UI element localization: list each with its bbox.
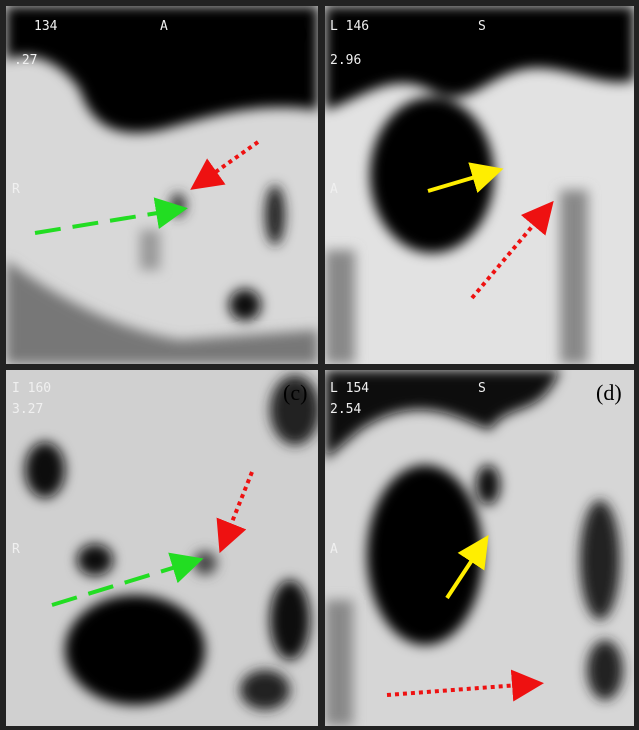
figure: 134 A .27 R (a) L 146 S 2.96 A (b) I 160… [0, 0, 639, 730]
slice-label: L 154 [330, 381, 369, 396]
panel-a [6, 6, 318, 364]
panel-b [325, 6, 634, 364]
slice-label: 134 [34, 19, 58, 34]
panel-c [6, 370, 320, 726]
scale-label: 3.27 [12, 402, 43, 417]
panel-label: (c) [283, 380, 307, 405]
panel-label: (a) [283, 20, 307, 45]
panel-label: (b) [596, 20, 622, 45]
slice-label: I 160 [12, 381, 51, 396]
orientation-label: S [478, 381, 486, 396]
scale-label: 2.54 [330, 402, 361, 417]
side-label: A [330, 542, 338, 557]
scale-label: 2.96 [330, 53, 361, 68]
scale-label: .27 [14, 53, 37, 68]
orientation-label: S [478, 19, 486, 34]
side-label: R [12, 542, 20, 557]
side-label: R [12, 182, 20, 197]
side-label: A [330, 182, 338, 197]
orientation-label: A [160, 19, 168, 34]
slice-label: L 146 [330, 19, 369, 34]
panel-d [325, 370, 634, 726]
panel-label: (d) [596, 380, 622, 405]
